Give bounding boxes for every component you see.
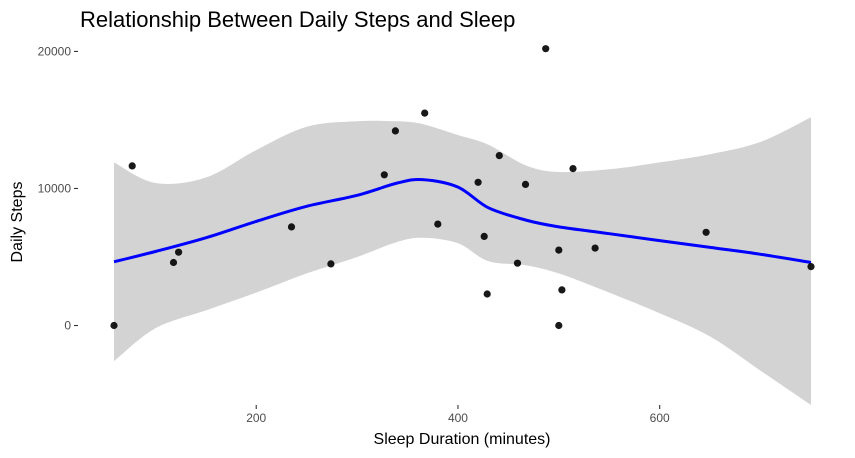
data-point — [287, 223, 296, 231]
data-point — [542, 45, 550, 53]
data-point — [391, 127, 399, 135]
y-axis-title: Daily Steps — [9, 182, 26, 263]
y-tick-label: 20000 — [38, 44, 72, 58]
x-tick-label: 200 — [246, 411, 266, 425]
trend-line — [113, 177, 812, 264]
chart-title: Relationship Between Daily Steps and Sle… — [80, 7, 515, 32]
data-point — [480, 232, 488, 240]
data-point — [110, 321, 118, 330]
data-point — [380, 171, 388, 179]
data-point — [558, 286, 566, 294]
data-point — [495, 152, 503, 160]
data-point — [591, 244, 599, 252]
confidence-band-layer — [114, 117, 811, 405]
data-point — [702, 228, 710, 236]
data-point — [483, 290, 491, 298]
trend-line-layer — [113, 177, 812, 264]
data-point — [421, 109, 429, 117]
data-point — [169, 258, 178, 267]
x-axis-title: Sleep Duration (minutes) — [374, 431, 551, 448]
data-point — [555, 321, 563, 330]
data-point — [521, 180, 530, 188]
confidence-band — [114, 117, 811, 405]
data-point — [555, 246, 563, 254]
x-tick-label: 400 — [448, 411, 468, 425]
x-tick-label: 600 — [650, 411, 670, 425]
data-point — [807, 263, 815, 271]
data-point — [513, 259, 522, 267]
data-points-layer — [110, 45, 815, 330]
data-point — [569, 165, 577, 173]
data-point — [128, 162, 136, 170]
y-tick-label: 0 — [64, 319, 71, 333]
data-point — [175, 248, 183, 256]
y-tick-label: 10000 — [38, 181, 72, 195]
data-point — [327, 260, 335, 268]
data-point — [434, 220, 442, 228]
data-point — [474, 178, 482, 186]
axes-layer: 200 400 600 0 10000 20000 — [38, 44, 670, 425]
